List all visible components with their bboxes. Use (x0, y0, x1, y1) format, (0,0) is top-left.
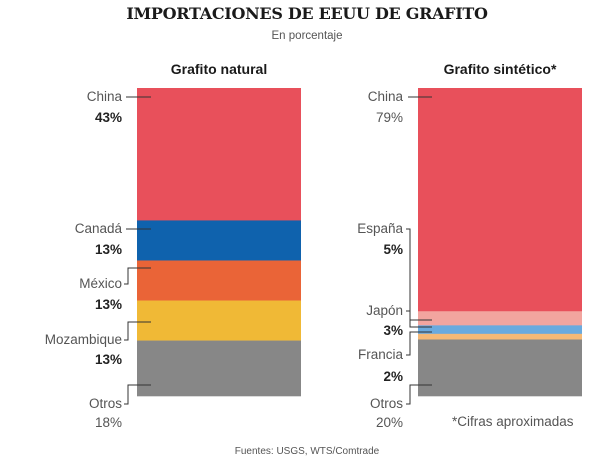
leader-line (406, 384, 432, 405)
segment-label-mozambique: Mozambique (45, 332, 122, 347)
segment-value-japon: 3% (383, 323, 403, 338)
segment-label-espana: España (357, 221, 403, 236)
leader-line (124, 321, 151, 341)
bar-segment-espana (418, 311, 582, 326)
segment-label-mexico: México (79, 276, 122, 291)
leader-line (406, 310, 432, 328)
segment-value-francia: 2% (383, 369, 403, 384)
segment-value-otros: 20% (376, 415, 403, 430)
leader-line (124, 267, 151, 285)
bar-segment-otros (418, 339, 582, 397)
bar-segment-japon (418, 325, 582, 335)
chart-subtitle: En porcentaje (271, 30, 343, 42)
segment-label-china: China (368, 89, 404, 104)
bar-segment-otros (137, 340, 301, 397)
segment-value-canada: 13% (95, 242, 122, 257)
segment-label-otros: Otros (370, 396, 403, 411)
bar-segment-china (418, 88, 582, 312)
segment-value-china: 43% (95, 110, 122, 125)
bar-segment-canada (137, 220, 301, 261)
footnote: *Cifras aproximadas (452, 414, 574, 429)
bar-segment-china (137, 88, 301, 221)
leader-line (406, 331, 432, 356)
leader-line (124, 384, 151, 405)
segment-label-japon: Japón (366, 303, 403, 318)
panel-title-synthetic: Grafito sintético* (443, 61, 557, 77)
segment-label-francia: Francia (358, 347, 404, 362)
bar-segment-mozambique (137, 300, 301, 341)
chart-title: IMPORTACIONES DE EEUU DE GRAFITO (126, 4, 488, 23)
bar-segment-francia (418, 333, 582, 340)
source-note: Fuentes: USGS, WTS/Comtrade (234, 446, 380, 457)
leader-line (406, 228, 432, 321)
bar-segment-mexico (137, 260, 301, 301)
segment-label-otros: Otros (89, 396, 122, 411)
segment-value-china: 79% (376, 110, 403, 125)
segment-value-espana: 5% (383, 242, 403, 257)
segment-label-canada: Canadá (75, 221, 123, 236)
segment-value-mexico: 13% (95, 297, 122, 312)
segment-value-mozambique: 13% (95, 352, 122, 367)
segment-value-otros: 18% (95, 415, 122, 430)
segment-label-china: China (87, 89, 123, 104)
panel-title-natural: Grafito natural (170, 61, 268, 77)
